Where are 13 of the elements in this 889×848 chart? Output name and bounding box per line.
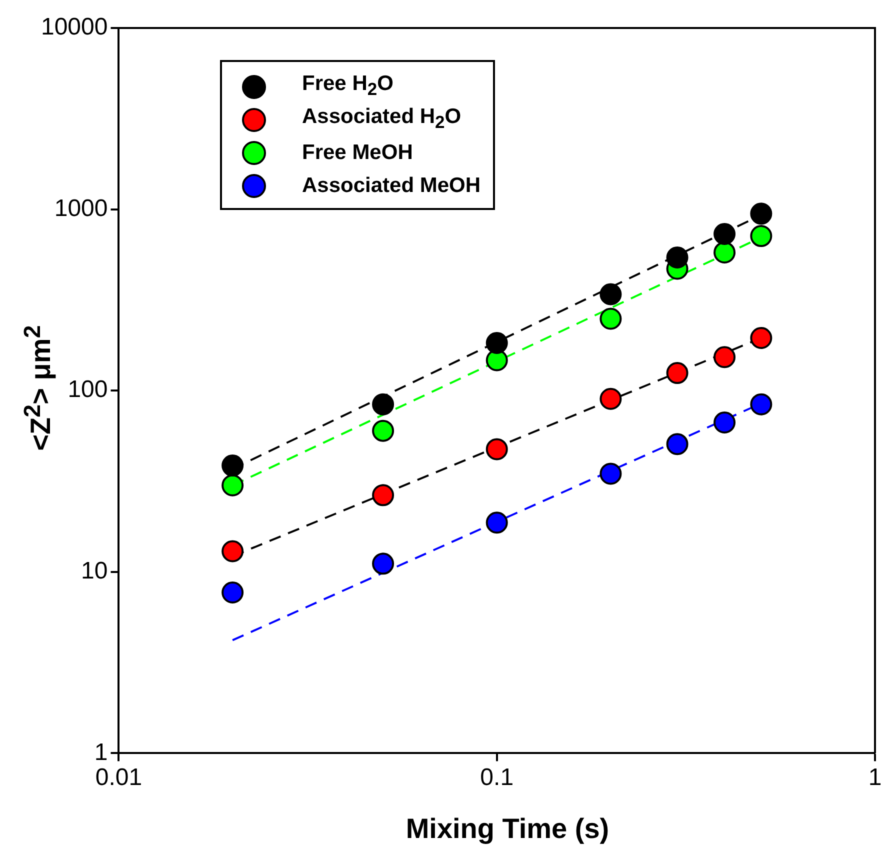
x-tick-label: 0.1 [480, 764, 514, 792]
legend-label: Associated MeOH [302, 174, 481, 198]
y-tick-label: 100 [68, 376, 108, 404]
x-tick-label: 1 [868, 764, 882, 792]
y-tick-label: 10000 [40, 14, 108, 41]
y-tick-label: 10 [81, 558, 108, 585]
legend-label: Free MeOH [302, 140, 413, 164]
y-tick-label: 1 [94, 738, 108, 766]
x-tick-label: 0.01 [95, 764, 142, 792]
y-tick-label: 1000 [54, 194, 108, 222]
legend-label: Associated H$_{2}$O [302, 105, 462, 134]
legend-label: Free H$_{2}$O [302, 72, 394, 101]
x-axis-title: Mixing Time (s) [404, 813, 610, 845]
